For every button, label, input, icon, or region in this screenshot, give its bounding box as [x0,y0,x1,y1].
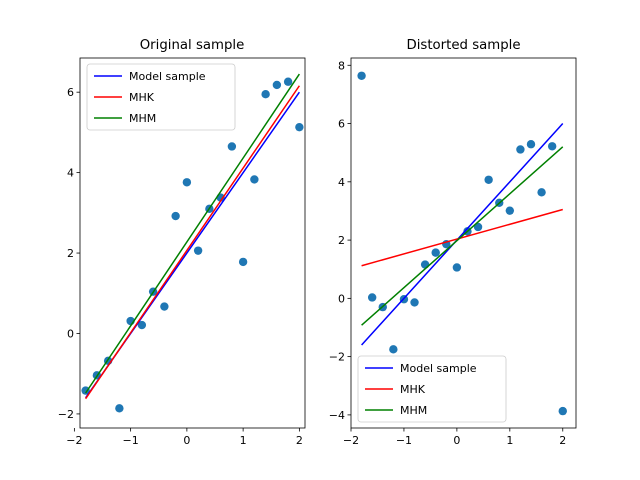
chart-title: Original sample [140,38,245,53]
data-point [505,206,515,215]
y-tick-label: 0 [338,292,345,305]
x-tick-label: 0 [453,434,460,447]
data-point [410,298,419,307]
data-point [295,122,304,132]
plot-area [357,71,567,416]
chart-title: Distorted sample [406,38,520,53]
axes-frame [350,57,577,429]
x-tick-label: −2 [66,434,82,447]
chart-original-sample: Original sample −2 −1 0 1 2 −2 0 2 4 6 Model sampl… [58,38,306,447]
plot-area [81,73,304,413]
y-tick-label: −4 [329,409,345,422]
data-point [182,178,192,187]
y-tick-label: 4 [338,176,345,189]
y-tick-label: −2 [329,351,345,364]
y-tick-label: 8 [338,59,345,72]
series-line [361,146,564,326]
y-tick-label: 0 [67,327,74,340]
data-point [81,386,90,395]
data-point [516,145,525,154]
data-point [526,140,536,149]
x-tick-label: −1 [396,434,412,447]
data-point [452,263,462,272]
y-tick-label: 6 [338,118,345,131]
data-point [137,320,147,330]
data-point [431,248,440,257]
data-point [484,175,493,184]
series-line [361,123,564,346]
legend-label: MHM [400,404,427,417]
series-line [85,73,300,394]
data-point [238,257,248,267]
data-point [227,142,237,151]
x-tick-label: −2 [343,434,359,447]
x-tick-label: 1 [240,434,247,447]
series-line [85,85,300,400]
legend-label: MHM [129,112,156,125]
data-point [389,345,398,354]
data-point [193,246,203,255]
legend-label: MHK [400,383,426,396]
axes-frame [79,57,306,429]
data-point [250,175,259,184]
data-point [558,406,567,416]
data-point [115,404,124,413]
legend-box [357,355,507,423]
data-point [473,222,483,232]
data-point [547,142,557,151]
data-point [537,188,546,197]
y-tick-label: −2 [58,408,74,421]
y-tick-label: 4 [67,167,74,180]
y-tick-label: 2 [67,247,74,260]
series-line [361,208,563,267]
chart-distorted-sample: Distorted sample −2 −1 0 1 2 −4 −2 0 2 4 6 8 Model s… [329,38,577,447]
legend: Model sample MHK MHM [357,355,507,423]
data-point [420,260,430,269]
legend-label: Model sample [400,362,477,375]
data-point [160,302,169,311]
legend-label: MHK [129,91,155,104]
x-tick-label: 1 [506,434,513,447]
data-point [283,77,293,86]
data-point [367,293,377,302]
y-tick-label: 2 [338,234,345,247]
y-tick-label: 6 [67,86,74,99]
data-point [272,80,282,90]
data-point [171,211,180,221]
legend: Model sample MHK MHM [86,63,236,131]
x-tick-label: 2 [559,434,566,447]
legend-label: Model sample [129,70,206,83]
data-point [357,71,366,80]
x-tick-label: −1 [123,434,139,447]
x-tick-label: 0 [183,434,190,447]
x-tick-label: 2 [296,434,303,447]
legend-box [86,63,236,131]
data-point [261,89,270,99]
